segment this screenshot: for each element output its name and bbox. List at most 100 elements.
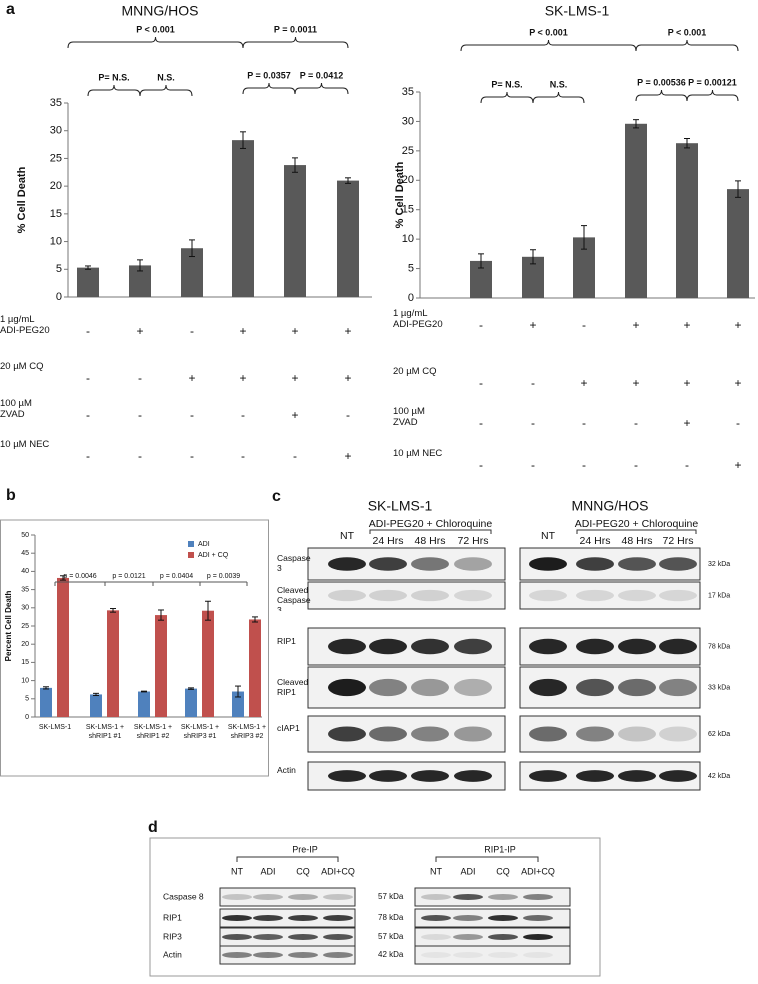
y-tick-label: 20 [21, 641, 29, 648]
y-tick-label: 45 [21, 550, 29, 557]
bar [232, 140, 254, 297]
treatment-label: ADI-PEG20 + Chloroquine [369, 518, 493, 530]
y-tick-label: 20 [50, 180, 62, 192]
blot-title: SK-LMS-1 [368, 498, 433, 514]
treatment-label: 1 µg/mL ADI-PEG20 [0, 314, 50, 336]
size-label: 62 kDa [708, 731, 730, 738]
band [222, 952, 252, 958]
treatment-label: 10 µM NEC [393, 448, 443, 459]
band [411, 678, 449, 697]
band [454, 726, 492, 742]
x-tick-label: SK-LMS-1 [38, 724, 72, 731]
size-label: 32 kDa [708, 561, 730, 568]
treatment-sign: - [582, 318, 586, 332]
band [659, 589, 697, 602]
row-label-box: Cleaved Caspase 3 [277, 584, 311, 611]
treatment-sign: + [344, 449, 351, 463]
row-label: Cleaved Caspase 3 [277, 584, 311, 611]
lane-label: 72 Hrs [663, 535, 694, 547]
y-tick-label: 15 [50, 208, 62, 220]
row-label: RIP1 [277, 635, 296, 646]
band [323, 894, 353, 900]
row-label: RIP1 [163, 912, 182, 922]
band [369, 770, 407, 782]
treatment-label-box: 1 µg/mL ADI-PEG20 [0, 314, 50, 336]
band [454, 557, 492, 571]
treatment-label: 10 µM NEC [0, 439, 50, 450]
treatment-sign: + [580, 376, 587, 390]
band [411, 589, 449, 602]
band [488, 894, 518, 900]
band [576, 726, 614, 742]
size-label: 78 kDa [378, 913, 404, 922]
bar [77, 267, 99, 297]
y-tick-label: 35 [50, 97, 62, 109]
band [453, 915, 483, 921]
bar [625, 123, 647, 298]
band [659, 726, 697, 742]
panel-label: a [6, 1, 15, 18]
lane-label: CQ [496, 866, 510, 876]
band [454, 638, 492, 655]
lane-label: 24 Hrs [373, 535, 404, 547]
treatment-label: 20 µM CQ [393, 366, 437, 377]
band [288, 915, 318, 921]
treatment-sign: + [239, 371, 246, 385]
row-label-box: cIAP1 [277, 723, 300, 733]
x-tick-label: SK-LMS-1 + shRIP1 #2 [133, 724, 173, 740]
p-value: P = 0.0011 [274, 24, 317, 34]
treatment-sign: - [241, 449, 245, 463]
panel-label: c [272, 488, 281, 505]
y-tick-label: 50 [21, 532, 29, 539]
band [618, 557, 656, 571]
band [323, 934, 353, 940]
band [523, 915, 553, 921]
band [576, 770, 614, 782]
lane-label: NT [541, 530, 556, 542]
bar [181, 248, 203, 297]
treatment-sign: - [634, 416, 638, 430]
bracket [294, 82, 349, 95]
band [421, 934, 451, 940]
band [288, 894, 318, 900]
bar [284, 165, 306, 297]
treatment-sign: - [86, 371, 90, 385]
y-tick-label: 40 [21, 568, 29, 575]
p-value: p = 0.0121 [112, 573, 145, 580]
y-tick-label: 15 [21, 659, 29, 666]
bracket [435, 856, 539, 862]
band [618, 770, 656, 782]
treatment-sign: - [479, 318, 483, 332]
blot-strip [519, 581, 701, 610]
band [659, 678, 697, 697]
band [253, 934, 283, 940]
treatment-sign: - [736, 416, 740, 430]
band [659, 770, 697, 782]
bar [155, 615, 167, 717]
panel-frame [0, 519, 269, 777]
band [369, 638, 407, 655]
treatment-sign: - [531, 376, 535, 390]
treatment-sign: + [291, 371, 298, 385]
bar [337, 180, 359, 297]
band [659, 557, 697, 571]
band [369, 678, 407, 697]
band [288, 952, 318, 958]
lane-label: 48 Hrs [622, 535, 653, 547]
blot-title: MNNG/HOS [572, 498, 649, 514]
band [369, 726, 407, 742]
y-tick-label: 5 [25, 696, 29, 703]
treatment-sign: - [138, 371, 142, 385]
bracket [686, 89, 739, 102]
band [488, 934, 518, 940]
treatment-sign: - [86, 408, 90, 422]
treatment-label-box: 100 µM ZVAD [0, 398, 32, 420]
p-value: N.S. [157, 72, 175, 82]
chart-title: MNNG/HOS [122, 3, 199, 19]
lane-label: NT [231, 866, 243, 876]
y-tick-label: 5 [408, 262, 414, 274]
band [222, 934, 252, 940]
blot-strip [414, 945, 571, 965]
bracket [480, 91, 534, 104]
bar [129, 265, 151, 297]
